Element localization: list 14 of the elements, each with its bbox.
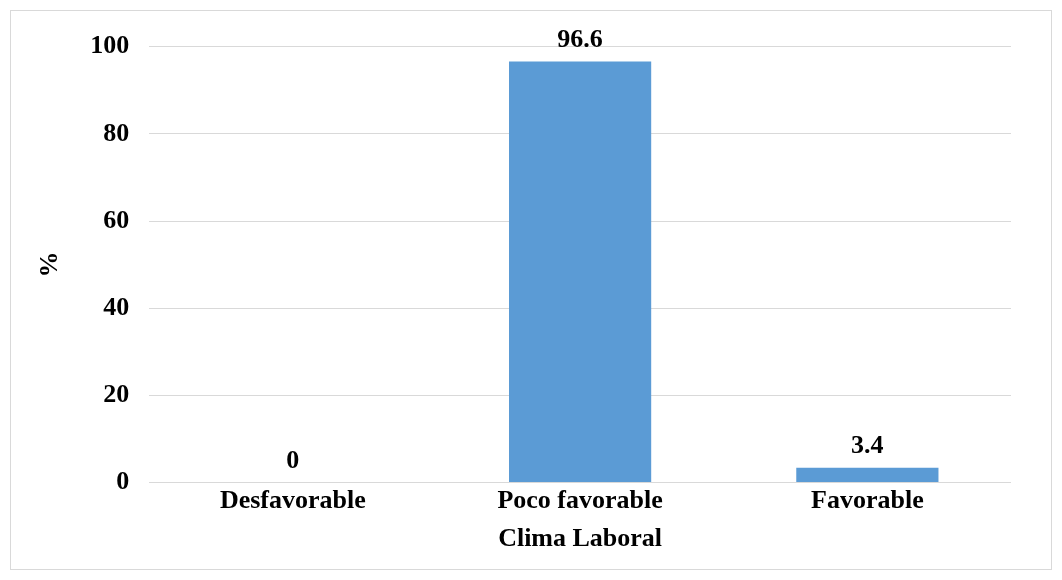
data-label: 96.6 — [557, 24, 603, 54]
data-label: 3.4 — [851, 430, 884, 460]
x-tick-label: Favorable — [811, 484, 924, 514]
x-axis-title: Clima Laboral — [498, 523, 663, 553]
y-tick-label: 40 — [103, 291, 130, 321]
y-axis-title: % — [34, 251, 64, 278]
y-tick-label: 20 — [103, 379, 130, 409]
x-tick-label: Poco favorable — [497, 484, 663, 514]
data-label: 0 — [286, 445, 300, 475]
y-tick-label: 60 — [103, 204, 130, 234]
y-tick-label: 100 — [90, 30, 130, 60]
y-tick-label: 0 — [116, 466, 130, 496]
x-tick-label: Desfavorable — [219, 484, 366, 514]
y-tick-label: 80 — [103, 117, 130, 147]
